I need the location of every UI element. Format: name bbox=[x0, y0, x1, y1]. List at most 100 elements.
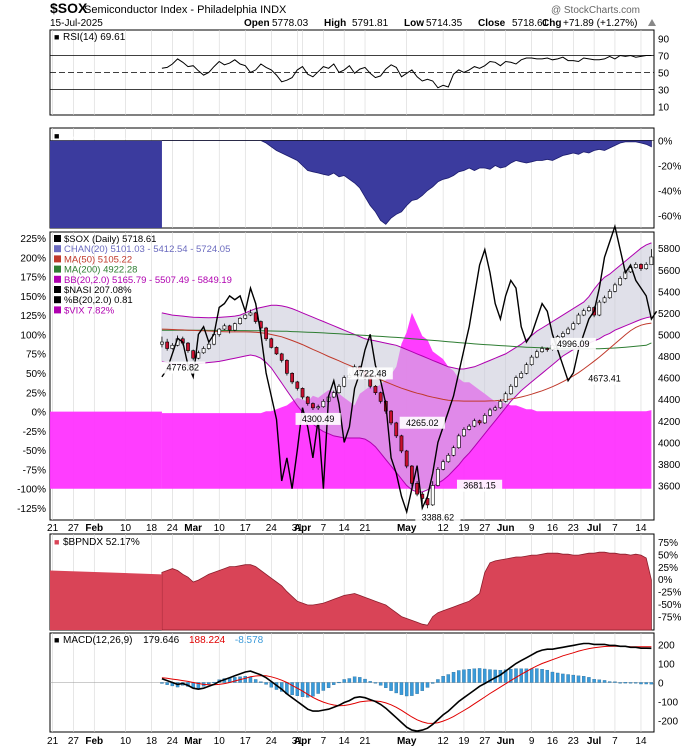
symbol-title: $SOX bbox=[50, 0, 88, 16]
price-legend-ma200: MA(200) 4922.28 bbox=[64, 265, 137, 276]
candle-down bbox=[415, 483, 419, 495]
candle-up bbox=[441, 461, 445, 470]
candle-up bbox=[331, 392, 336, 398]
candle-up bbox=[451, 447, 456, 456]
x-tick-label-1-8: 17 bbox=[240, 736, 252, 747]
macd-hist-bar bbox=[592, 679, 596, 683]
candle-up bbox=[524, 364, 529, 374]
macd-hist-bar bbox=[363, 678, 367, 683]
candle-down bbox=[269, 338, 274, 348]
price-left-tick-10: -25% bbox=[23, 427, 46, 438]
price-legend-bb: BB(20,2.0) 5165.79 - 5507.49 - 5849.19 bbox=[64, 275, 232, 286]
x-tick-label-0-5: 24 bbox=[167, 523, 179, 534]
candle-up bbox=[446, 454, 451, 463]
candle-up bbox=[232, 323, 237, 331]
price-annotation-bg-2 bbox=[347, 367, 393, 380]
candle-down bbox=[425, 498, 430, 506]
candle-down bbox=[279, 353, 284, 361]
price-legend-chan: CHAN(20) 5101.03 - 5412.54 - 5724.05 bbox=[64, 244, 230, 255]
rsi-y-tick-1: 30 bbox=[658, 86, 670, 97]
price-left-tick-3: 150% bbox=[20, 292, 46, 303]
x-tick-label-0-17: 19 bbox=[458, 523, 470, 534]
macd-hist-bar bbox=[425, 682, 430, 688]
bpndx-y-tick-1: 50% bbox=[658, 550, 678, 561]
price-legend-swatch-sox bbox=[54, 235, 61, 242]
macd-hist-bar bbox=[555, 672, 560, 683]
x-tick-label-0-20: 9 bbox=[529, 523, 535, 534]
candle-up bbox=[581, 310, 586, 316]
candle-up bbox=[571, 323, 576, 330]
candle-up bbox=[618, 278, 623, 286]
macd-legend-1: 179.646 bbox=[143, 635, 180, 646]
triangle-up-icon bbox=[648, 19, 656, 26]
x-tick-label-0-8: 17 bbox=[240, 523, 252, 534]
price-legend-sox: $SOX (Daily) 5718.61 bbox=[64, 234, 156, 245]
macd-hist-bar bbox=[509, 669, 513, 683]
naa200r-legend-swatch: ■ bbox=[54, 131, 59, 141]
x-tick-label-1-16: 12 bbox=[438, 736, 450, 747]
candle-down bbox=[305, 396, 310, 404]
macd-hist-bar bbox=[316, 682, 320, 694]
price-annotation-bg-1 bbox=[295, 412, 341, 425]
candle-up bbox=[217, 328, 222, 335]
macd-hist-bar bbox=[472, 668, 477, 683]
macd-hist-bar bbox=[571, 674, 576, 683]
macd-hist-bar bbox=[264, 682, 268, 685]
macd-hist-bar bbox=[233, 677, 237, 683]
x-tick-label-1-10: 31 bbox=[292, 736, 304, 747]
macd-hist-bar bbox=[269, 682, 274, 688]
macd-signal-line bbox=[161, 645, 652, 724]
x-tick-label-1-6: Mar bbox=[184, 736, 202, 747]
rsi-legend-swatch: ■ bbox=[54, 32, 59, 42]
macd-y-tick-4: -200 bbox=[658, 717, 678, 728]
macd-hist-bar bbox=[342, 679, 346, 683]
candle-down bbox=[227, 325, 232, 331]
candle-up bbox=[613, 284, 617, 292]
macd-hist-bar bbox=[618, 682, 622, 684]
price-legend-swatch-nasi bbox=[54, 286, 61, 293]
macd-hist-bar bbox=[634, 682, 638, 684]
macd-hist-bar bbox=[358, 677, 362, 683]
low-value: 5714.35 bbox=[426, 18, 463, 29]
bpndx-y-tick-6: -75% bbox=[658, 612, 681, 623]
macd-hist-bar bbox=[623, 682, 628, 684]
candle-up bbox=[342, 377, 347, 387]
candle-up bbox=[196, 352, 201, 359]
macd-hist-bar bbox=[581, 676, 586, 683]
price-annotation-bg-5 bbox=[456, 479, 503, 492]
macd-y-tick-1: 100 bbox=[658, 659, 675, 670]
macd-hist-bar bbox=[477, 668, 482, 683]
x-tick-label-0-14: 21 bbox=[359, 523, 371, 534]
open-label: Open bbox=[244, 18, 270, 29]
macd-hist-bar bbox=[535, 668, 539, 683]
macd-hist-bar bbox=[352, 676, 357, 683]
x-tick-label-1-22: 23 bbox=[568, 736, 580, 747]
price-right-tick-5: 4800 bbox=[658, 352, 681, 363]
x-tick-label-1-1: 27 bbox=[68, 736, 80, 747]
macd-hist-bar bbox=[498, 670, 503, 683]
macd-hist-bar bbox=[550, 671, 555, 683]
candle-up bbox=[201, 348, 206, 354]
candle-down bbox=[410, 465, 414, 484]
price-left-tick-7: 50% bbox=[26, 369, 46, 380]
price-annotation-bg-7 bbox=[581, 372, 628, 385]
macd-line bbox=[161, 642, 652, 732]
candle-up bbox=[248, 312, 253, 316]
price-legend-vix: $VIX 7.82% bbox=[64, 305, 115, 316]
macd-hist-bar bbox=[279, 682, 284, 692]
macd-hist-bar bbox=[165, 682, 169, 685]
candle-up bbox=[633, 264, 638, 268]
naa200r-y-tick-0: -60% bbox=[658, 212, 681, 223]
candle-down bbox=[285, 360, 289, 374]
bpndx-area bbox=[161, 551, 652, 631]
macd-hist-bar bbox=[347, 678, 352, 683]
macd-hist-bar bbox=[613, 681, 617, 683]
candle-down bbox=[373, 385, 378, 394]
naa200r-area-lead bbox=[50, 140, 162, 228]
price-left-tick-9: 0% bbox=[32, 408, 47, 419]
macd-hist-bar bbox=[306, 682, 310, 698]
x-tick-label-1-4: 18 bbox=[146, 736, 158, 747]
macd-y-tick-2: 0 bbox=[658, 679, 664, 690]
candle-up bbox=[321, 401, 326, 408]
